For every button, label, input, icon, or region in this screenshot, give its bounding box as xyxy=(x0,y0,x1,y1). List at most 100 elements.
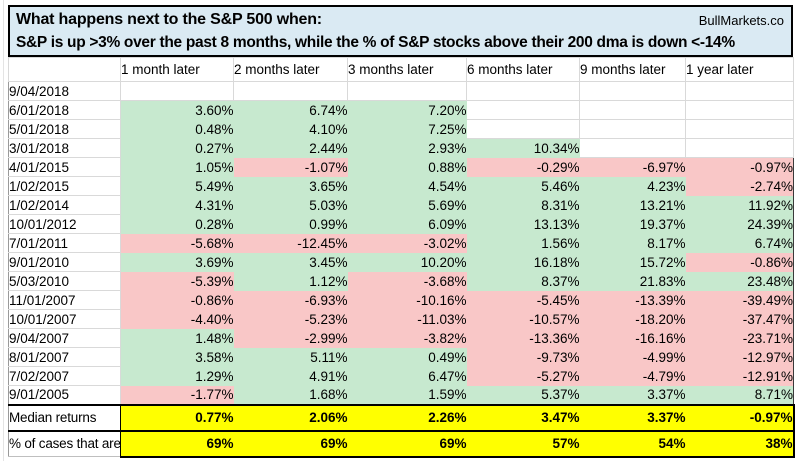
value-cell[interactable]: 7.20% xyxy=(347,100,467,120)
summary-value-cell[interactable]: 3.37% xyxy=(579,403,686,431)
value-cell[interactable]: -4.79% xyxy=(579,366,686,386)
value-cell[interactable]: -3.82% xyxy=(347,328,467,348)
value-cell[interactable]: 3.69% xyxy=(120,252,234,272)
value-cell[interactable] xyxy=(685,100,794,120)
value-cell[interactable]: -4.40% xyxy=(120,309,234,329)
summary-label[interactable]: % of cases that are xyxy=(8,429,121,457)
value-cell[interactable]: 10.20% xyxy=(347,252,467,272)
summary-value-cell[interactable]: 69% xyxy=(120,429,234,458)
value-cell[interactable]: -12.97% xyxy=(685,347,794,367)
value-cell[interactable]: 23.48% xyxy=(685,271,794,291)
value-cell[interactable]: 6.47% xyxy=(347,366,467,386)
value-cell[interactable]: -5.27% xyxy=(466,366,580,386)
value-cell[interactable] xyxy=(466,119,580,139)
value-cell[interactable] xyxy=(579,100,686,120)
corner-cell[interactable] xyxy=(8,57,121,82)
summary-value-cell[interactable]: 57% xyxy=(466,429,580,458)
value-cell[interactable]: 24.39% xyxy=(685,214,794,234)
date-cell[interactable]: 7/02/2007 xyxy=(8,366,121,386)
value-cell[interactable]: -5.23% xyxy=(233,309,348,329)
value-cell[interactable]: 3.60% xyxy=(120,100,234,120)
date-cell[interactable]: 9/04/2007 xyxy=(8,328,121,348)
summary-value-cell[interactable]: 3.47% xyxy=(466,403,580,431)
summary-value-cell[interactable]: 2.06% xyxy=(233,403,348,431)
date-cell[interactable]: 9/01/2005 xyxy=(8,385,121,405)
value-cell[interactable]: 1.56% xyxy=(466,233,580,253)
value-cell[interactable]: -0.97% xyxy=(685,157,794,177)
value-cell[interactable]: 6.09% xyxy=(347,214,467,234)
value-cell[interactable]: 2.44% xyxy=(233,138,348,158)
date-cell[interactable]: 10/01/2012 xyxy=(8,214,121,234)
date-cell[interactable]: 1/02/2014 xyxy=(8,195,121,215)
value-cell[interactable]: 19.37% xyxy=(579,214,686,234)
value-cell[interactable] xyxy=(466,81,580,101)
value-cell[interactable]: -10.16% xyxy=(347,290,467,310)
value-cell[interactable]: 8.17% xyxy=(579,233,686,253)
value-cell[interactable]: 1.48% xyxy=(120,328,234,348)
date-cell[interactable]: 4/01/2015 xyxy=(8,157,121,177)
value-cell[interactable]: 1.68% xyxy=(233,385,348,405)
value-cell[interactable]: -12.91% xyxy=(685,366,794,386)
summary-value-cell[interactable]: 54% xyxy=(579,429,686,458)
title-box[interactable]: What happens next to the S&P 500 when: B… xyxy=(8,5,793,57)
value-cell[interactable]: 15.72% xyxy=(579,252,686,272)
value-cell[interactable]: 13.13% xyxy=(466,214,580,234)
value-cell[interactable]: -6.93% xyxy=(233,290,348,310)
value-cell[interactable]: -16.16% xyxy=(579,328,686,348)
summary-value-cell[interactable]: 38% xyxy=(685,429,795,458)
value-cell[interactable]: 3.58% xyxy=(120,347,234,367)
value-cell[interactable]: 1.05% xyxy=(120,157,234,177)
value-cell[interactable]: -13.39% xyxy=(579,290,686,310)
value-cell[interactable]: 1.29% xyxy=(120,366,234,386)
column-header[interactable]: 2 months later xyxy=(233,57,348,82)
value-cell[interactable] xyxy=(685,138,794,158)
date-cell[interactable]: 6/01/2018 xyxy=(8,100,121,120)
value-cell[interactable]: 4.10% xyxy=(233,119,348,139)
value-cell[interactable]: 13.21% xyxy=(579,195,686,215)
value-cell[interactable]: -1.07% xyxy=(233,157,348,177)
value-cell[interactable] xyxy=(579,138,686,158)
value-cell[interactable]: 4.31% xyxy=(120,195,234,215)
date-cell[interactable]: 8/01/2007 xyxy=(8,347,121,367)
value-cell[interactable]: 21.83% xyxy=(579,271,686,291)
value-cell[interactable] xyxy=(466,100,580,120)
value-cell[interactable]: 3.45% xyxy=(233,252,348,272)
value-cell[interactable]: 6.74% xyxy=(233,100,348,120)
date-cell[interactable]: 3/01/2018 xyxy=(8,138,121,158)
value-cell[interactable] xyxy=(579,119,686,139)
value-cell[interactable]: 5.03% xyxy=(233,195,348,215)
value-cell[interactable]: -11.03% xyxy=(347,309,467,329)
value-cell[interactable]: 2.93% xyxy=(347,138,467,158)
value-cell[interactable]: -6.97% xyxy=(579,157,686,177)
date-cell[interactable]: 1/02/2015 xyxy=(8,176,121,196)
value-cell[interactable]: -9.73% xyxy=(466,347,580,367)
value-cell[interactable]: -0.29% xyxy=(466,157,580,177)
value-cell[interactable]: 1.12% xyxy=(233,271,348,291)
value-cell[interactable]: 4.23% xyxy=(579,176,686,196)
value-cell[interactable]: -2.99% xyxy=(233,328,348,348)
value-cell[interactable]: 0.88% xyxy=(347,157,467,177)
column-header[interactable]: 6 months later xyxy=(466,57,580,82)
value-cell[interactable]: 5.46% xyxy=(466,176,580,196)
date-cell[interactable]: 9/01/2010 xyxy=(8,252,121,272)
value-cell[interactable] xyxy=(685,81,794,101)
value-cell[interactable]: -12.45% xyxy=(233,233,348,253)
summary-value-cell[interactable]: 69% xyxy=(347,429,467,458)
value-cell[interactable] xyxy=(347,81,467,101)
value-cell[interactable]: -13.36% xyxy=(466,328,580,348)
value-cell[interactable]: -3.68% xyxy=(347,271,467,291)
value-cell[interactable]: -1.77% xyxy=(120,385,234,405)
value-cell[interactable]: 7.25% xyxy=(347,119,467,139)
date-cell[interactable]: 11/01/2007 xyxy=(8,290,121,310)
value-cell[interactable]: 0.49% xyxy=(347,347,467,367)
date-cell[interactable]: 5/01/2018 xyxy=(8,119,121,139)
value-cell[interactable]: -2.74% xyxy=(685,176,794,196)
value-cell[interactable]: -5.45% xyxy=(466,290,580,310)
value-cell[interactable] xyxy=(579,81,686,101)
date-cell[interactable]: 7/01/2011 xyxy=(8,233,121,253)
summary-label[interactable]: Median returns xyxy=(8,403,121,431)
value-cell[interactable]: 5.37% xyxy=(466,385,580,405)
summary-value-cell[interactable]: 0.77% xyxy=(120,403,234,431)
value-cell[interactable]: 8.71% xyxy=(685,385,794,405)
value-cell[interactable]: -18.20% xyxy=(579,309,686,329)
